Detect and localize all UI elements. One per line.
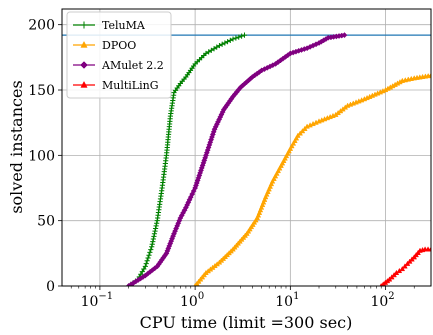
series-marker [219, 41, 225, 47]
series-marker [224, 39, 231, 45]
series-marker [208, 47, 214, 53]
series-marker [203, 50, 209, 57]
series-marker [258, 204, 265, 210]
legend-box [66, 11, 172, 99]
legend-marker [80, 61, 88, 69]
y-tick-label: 0 [46, 279, 55, 295]
series-marker [216, 42, 223, 49]
series-marker [152, 225, 159, 232]
series-marker [146, 252, 152, 258]
series-marker [148, 247, 154, 253]
x-tick-label: 101 [275, 291, 299, 310]
series-marker [222, 40, 228, 46]
legend-label: TeluMA [102, 19, 146, 32]
legend-label: DPOO [102, 39, 136, 52]
series-marker [261, 196, 268, 202]
series-marker [256, 209, 263, 215]
series-layer [62, 32, 431, 286]
series-dpoo [193, 72, 431, 286]
series-marker [271, 175, 277, 181]
series-marker [142, 263, 148, 270]
x-tick-exponent: 0 [198, 291, 204, 302]
x-axis-title: CPU time (limit =300 sec) [140, 313, 353, 332]
x-tick-exponent: −1 [98, 291, 113, 302]
series-marker [265, 188, 271, 194]
x-tick-exponent: 1 [293, 291, 299, 302]
x-tick-label: 100 [180, 291, 204, 310]
y-tick-label: 150 [28, 83, 55, 99]
series-marker [264, 191, 270, 197]
legend-label: AMulet 2.2 [101, 59, 164, 72]
series-marker [141, 266, 147, 272]
series-marker [428, 72, 431, 78]
legend-marker [80, 40, 88, 48]
series-marker [272, 173, 279, 179]
series-marker [150, 238, 156, 245]
series-marker [290, 140, 297, 146]
series-marker [287, 145, 294, 151]
series-marker [274, 170, 280, 176]
series-marker [239, 33, 245, 39]
series-marker [275, 167, 282, 174]
x-tick-exponent: 2 [388, 291, 394, 302]
x-tick-label: 102 [370, 291, 394, 310]
series-marker [269, 178, 276, 184]
series-marker [214, 44, 220, 50]
series-marker [293, 135, 300, 141]
series-marker [144, 258, 150, 264]
series-marker [292, 137, 298, 144]
series-marker [149, 241, 155, 247]
series-marker [152, 228, 158, 234]
series-marker [241, 32, 248, 38]
series-marker [402, 263, 408, 269]
series-marker [153, 223, 159, 229]
series-marker [236, 34, 242, 40]
series-marker [151, 231, 158, 237]
series-marker [149, 244, 155, 250]
series-marker [145, 255, 151, 261]
series-marker [267, 183, 273, 189]
series-marker [230, 36, 236, 42]
legend-label: MultiLinG [102, 79, 159, 92]
plot-frame [61, 8, 432, 287]
series-marker [139, 269, 145, 275]
series-marker [150, 236, 156, 242]
ticks [58, 24, 415, 290]
series-marker [428, 246, 431, 252]
series-marker [206, 49, 212, 55]
series-marker [399, 265, 406, 272]
series-marker [233, 35, 239, 41]
series-amulet-2-2 [125, 32, 348, 286]
series-marker [341, 32, 348, 39]
series-marker [255, 212, 262, 218]
y-axis-title: solved instances [7, 80, 26, 213]
series-marker [151, 233, 157, 239]
y-tick-label: 100 [28, 148, 55, 164]
x-tick-label: 10−1 [81, 291, 114, 310]
series-marker [259, 201, 266, 208]
series-marker [254, 214, 261, 221]
legend-marker [80, 80, 88, 88]
series-multiling [379, 246, 431, 286]
series-marker [266, 186, 272, 192]
legend-marker [80, 21, 88, 29]
series-marker [211, 46, 217, 52]
series-marker [268, 180, 275, 187]
series-marker [154, 220, 160, 226]
series-marker [143, 261, 149, 267]
series-marker [276, 165, 283, 171]
series-marker [289, 143, 295, 149]
legend: TeluMA DPOO AMulet 2.2 MultiLinG [66, 11, 172, 99]
series-marker [260, 199, 267, 205]
series-marker [257, 207, 264, 213]
series-marker [262, 194, 269, 200]
series-marker [227, 37, 233, 43]
series-marker [147, 249, 153, 256]
y-tick-label: 200 [28, 18, 55, 34]
y-tick-label: 50 [37, 214, 55, 230]
